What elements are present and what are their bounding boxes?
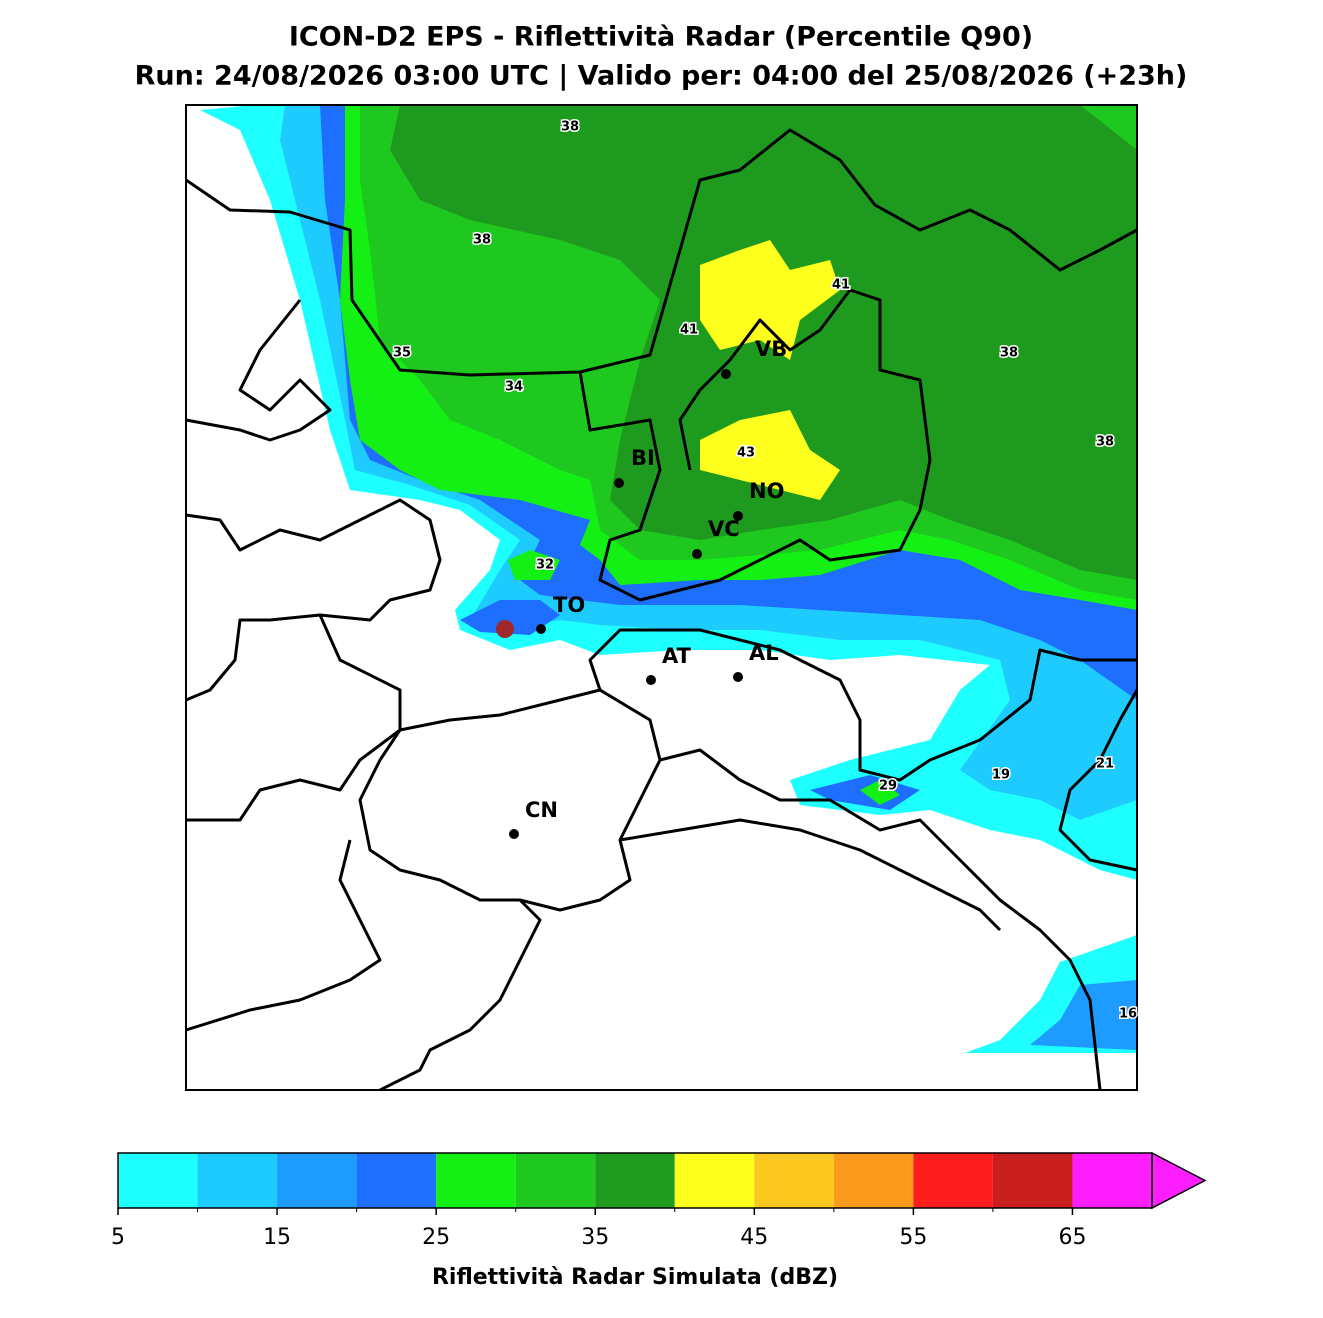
contour-label: 29 bbox=[879, 779, 897, 794]
colorbar-tick-label: 55 bbox=[899, 1225, 927, 1250]
colorbar-segment bbox=[833, 1153, 914, 1208]
colorbar-segment bbox=[356, 1153, 437, 1208]
colorbar-tick-label: 45 bbox=[740, 1225, 768, 1250]
contour-label: 34 bbox=[505, 380, 523, 395]
map-frame bbox=[185, 104, 1138, 1091]
contour-label: 35 bbox=[393, 346, 411, 361]
reflectivity-field bbox=[200, 105, 1137, 1053]
city-dot bbox=[536, 624, 546, 634]
subtitle: Run: 24/08/2026 03:00 UTC | Valido per: … bbox=[135, 61, 1188, 92]
city-label: NO bbox=[749, 479, 784, 503]
city-label: TO bbox=[553, 593, 585, 617]
contour-label: 38 bbox=[561, 120, 579, 135]
colorbar-label: Riflettività Radar Simulata (dBZ) bbox=[432, 1265, 838, 1290]
city-dot bbox=[721, 369, 731, 379]
colorbar-segment bbox=[674, 1153, 755, 1208]
colorbar-tick-label: 65 bbox=[1058, 1225, 1086, 1250]
contour-label: 43 bbox=[737, 446, 755, 461]
colorbar-segment bbox=[913, 1153, 993, 1208]
colorbar-tick-label: 25 bbox=[422, 1225, 450, 1250]
colorbar-segment bbox=[118, 1153, 198, 1208]
city-label: AL bbox=[749, 641, 779, 665]
contour-label: 41 bbox=[680, 323, 698, 338]
colorbar-segment bbox=[436, 1153, 516, 1208]
colorbar-segment bbox=[515, 1153, 596, 1208]
city-dot bbox=[509, 829, 519, 839]
colorbar-segment bbox=[595, 1153, 675, 1208]
city-label: VC bbox=[708, 517, 740, 541]
city-label: BI bbox=[631, 446, 655, 470]
city-dot bbox=[733, 511, 743, 521]
title: ICON-D2 EPS - Riflettività Radar (Percen… bbox=[289, 22, 1033, 53]
colorbar-segment bbox=[1072, 1153, 1152, 1208]
contour-label: 41 bbox=[832, 278, 850, 293]
city-dot bbox=[614, 478, 624, 488]
city-label: CN bbox=[525, 798, 558, 822]
contour-label: 21 bbox=[1096, 757, 1114, 772]
colorbar-frame bbox=[117, 1152, 1153, 1209]
boundaries bbox=[185, 128, 1139, 1092]
contour-label: 19 bbox=[992, 768, 1010, 783]
colorbar-segment bbox=[197, 1153, 278, 1208]
colorbar-segment bbox=[277, 1153, 357, 1208]
contour-label: 32 bbox=[536, 558, 554, 573]
contour-label: 38 bbox=[1096, 435, 1114, 450]
city-dot bbox=[692, 549, 702, 559]
city-label: VB bbox=[755, 337, 787, 361]
city-dot bbox=[733, 672, 743, 682]
city-label: AT bbox=[662, 644, 692, 668]
city-dot bbox=[646, 675, 656, 685]
contour-label: 38 bbox=[473, 233, 491, 248]
colorbar-segment bbox=[992, 1153, 1073, 1208]
contour-label: 16 bbox=[1119, 1007, 1137, 1022]
colorbar-tick-label: 5 bbox=[111, 1225, 125, 1250]
colorbar-tick-label: 35 bbox=[581, 1225, 609, 1250]
colorbar-extend bbox=[1151, 1151, 1207, 1210]
location-marker bbox=[496, 620, 514, 638]
contour-label: 38 bbox=[1000, 346, 1018, 361]
colorbar-tick-label: 15 bbox=[263, 1225, 291, 1250]
colorbar-segment bbox=[754, 1153, 834, 1208]
